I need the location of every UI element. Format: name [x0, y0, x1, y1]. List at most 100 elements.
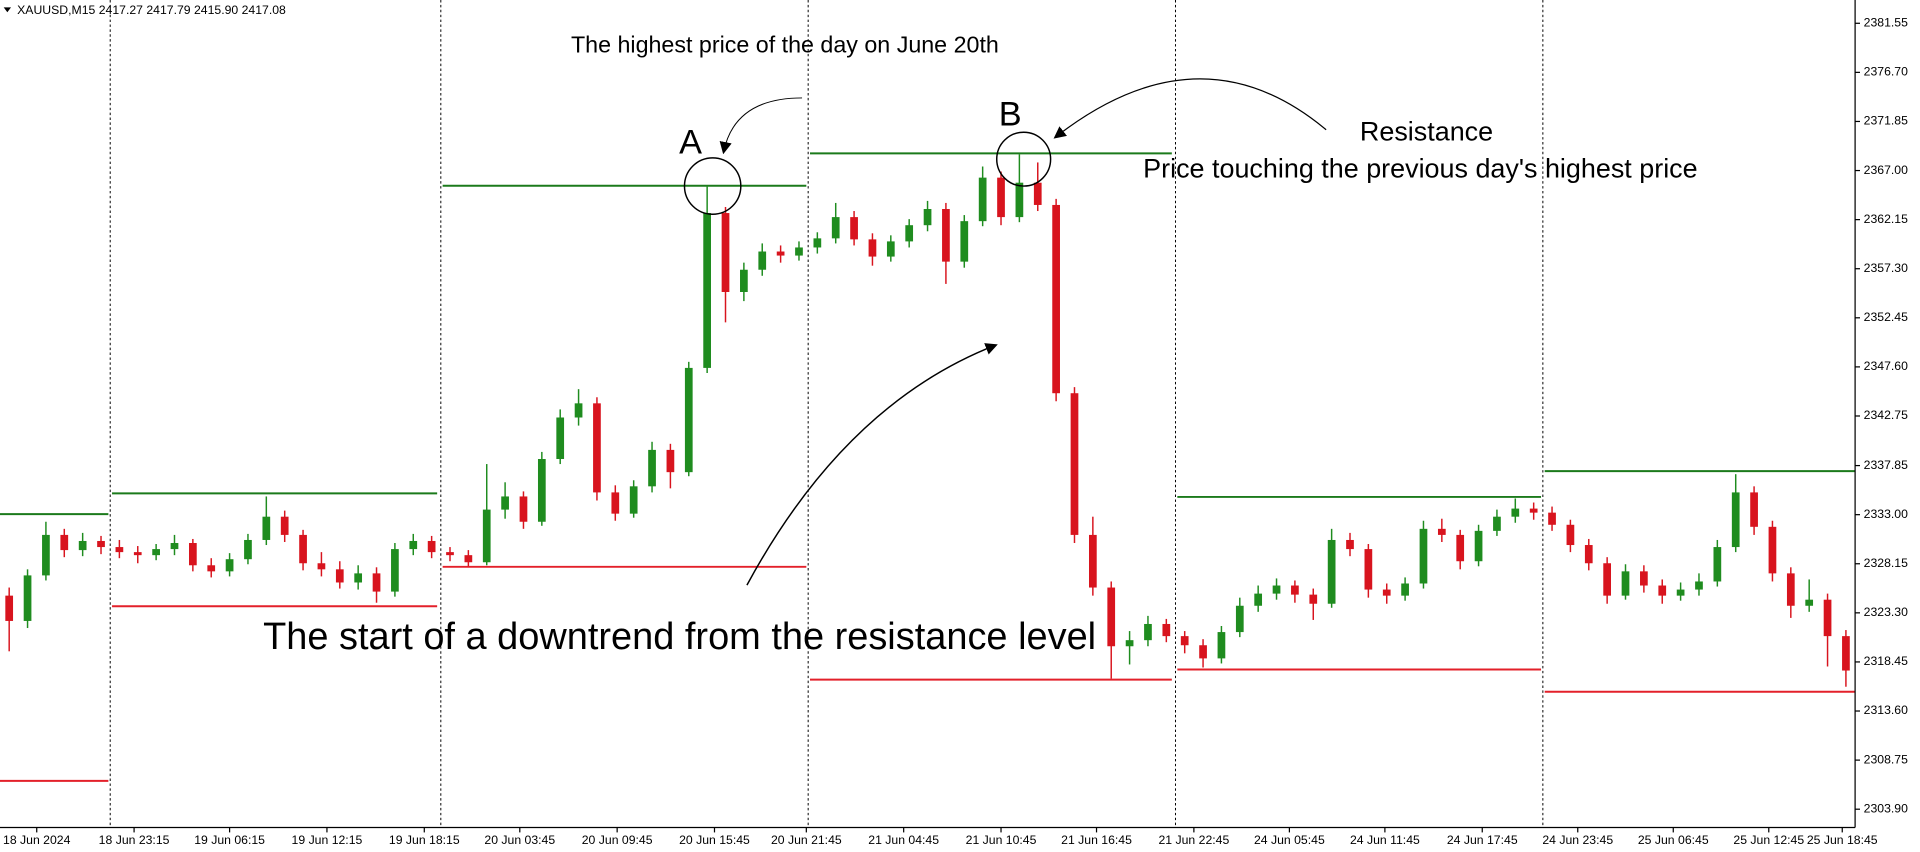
x-tick-label: 20 Jun 09:45 [582, 833, 653, 847]
candle-body [886, 241, 895, 257]
circle-a [683, 157, 742, 215]
y-tick-label: 2337.85 [1864, 458, 1908, 472]
arrow-downtrend [746, 343, 998, 586]
candle-body [1309, 594, 1318, 604]
candle-body [1695, 581, 1703, 590]
candle-body [1089, 534, 1097, 588]
candle-body [1272, 585, 1281, 594]
candle-body [1474, 530, 1483, 562]
candle-body [372, 573, 381, 592]
candle-body [1823, 599, 1832, 637]
candle-body [280, 516, 289, 535]
x-tick-label: 25 Jun 12:45 [1733, 833, 1804, 847]
candle-body [1750, 492, 1758, 527]
candle-body [1254, 593, 1263, 606]
candle-body [942, 209, 950, 262]
x-tick-label: 20 Jun 21:45 [771, 833, 842, 847]
x-tick-label: 24 Jun 11:45 [1350, 833, 1420, 847]
candle-body [795, 247, 803, 256]
candle-body [1327, 539, 1336, 604]
circle-b [996, 131, 1052, 187]
candle-body [427, 540, 436, 553]
candle-body [1548, 512, 1556, 525]
candle-body [1291, 585, 1299, 595]
candle-body [850, 217, 858, 240]
y-tick-label: 2371.85 [1864, 114, 1908, 128]
candle-body [1437, 528, 1446, 535]
x-tick-label: 20 Jun 03:45 [484, 833, 555, 847]
candles [5, 154, 1850, 687]
candle-body [501, 496, 509, 510]
x-tick-label: 19 Jun 12:15 [292, 833, 363, 847]
y-tick-label: 2308.75 [1864, 752, 1908, 766]
candle-body [354, 573, 363, 583]
y-tick-label: 2381.55 [1864, 16, 1908, 30]
candle-body [409, 540, 418, 550]
candle-body [666, 449, 675, 473]
candle-body [335, 569, 344, 583]
y-tick-label: 2328.15 [1864, 556, 1908, 570]
candle-body [960, 221, 969, 262]
candle-body [1786, 573, 1795, 606]
candle-body [593, 403, 601, 493]
annotation: The start of a downtrend from the resist… [263, 616, 1096, 658]
candle-body [574, 403, 583, 418]
candle-body [225, 559, 234, 572]
candle-body [1566, 524, 1575, 546]
candle-body [244, 539, 252, 560]
candle-body [42, 534, 50, 576]
candle-body [1235, 605, 1244, 633]
candle-body [997, 177, 1005, 218]
candle-body [1456, 534, 1465, 562]
arrow-resistance [1053, 78, 1327, 139]
candle-body [1346, 539, 1354, 550]
y-tick-label: 2357.30 [1864, 261, 1908, 275]
x-tick-label: 25 Jun 06:45 [1638, 833, 1709, 847]
x-tick-label: 18 Jun 2024 [3, 833, 71, 847]
y-tick-label: 2352.45 [1864, 310, 1908, 324]
x-tick-label: 25 Jun 18:45 [1807, 833, 1878, 847]
y-tick-label: 2318.45 [1864, 654, 1908, 668]
candle-body [1842, 636, 1850, 671]
candle-body [97, 540, 105, 548]
candle-body [1768, 526, 1777, 574]
candle-body [611, 492, 620, 514]
candle-body [1658, 585, 1667, 596]
y-tick-label: 2362.15 [1864, 212, 1908, 226]
candle-body [1180, 636, 1189, 646]
candle-body [317, 563, 326, 570]
candle-body [464, 555, 473, 563]
candle-body [299, 534, 307, 564]
candle-body [446, 552, 454, 556]
candle-body [189, 543, 197, 566]
candle-body [482, 509, 491, 563]
candle-body [1511, 508, 1520, 517]
candle-body [1033, 182, 1042, 205]
chart-title: XAUUSD,M15 2417.27 2417.79 2415.90 2417.… [17, 3, 286, 17]
candle-body [758, 251, 767, 270]
candle-body [1125, 640, 1134, 647]
candle-body [1713, 547, 1722, 582]
candle-body [978, 177, 987, 222]
x-tick-label: 21 Jun 22:45 [1158, 833, 1229, 847]
candle-body [923, 209, 932, 226]
candle-body [868, 239, 877, 257]
candle-body [262, 516, 271, 540]
annotation: B [999, 95, 1022, 133]
y-tick-label: 2376.70 [1864, 65, 1908, 79]
candle-body [1529, 508, 1538, 513]
annotation: Resistance [1360, 117, 1493, 147]
candle-body [60, 534, 69, 551]
candle-body [831, 217, 840, 239]
candle-body [1162, 623, 1171, 637]
candle-body [813, 238, 822, 248]
x-tick-label: 19 Jun 18:15 [389, 833, 460, 847]
candle-body [1382, 589, 1391, 596]
candle-body [1401, 583, 1409, 596]
x-tick-label: 20 Jun 15:45 [679, 833, 750, 847]
candle-body [133, 552, 142, 556]
candle-body [776, 251, 785, 256]
candle-body [1419, 528, 1428, 584]
